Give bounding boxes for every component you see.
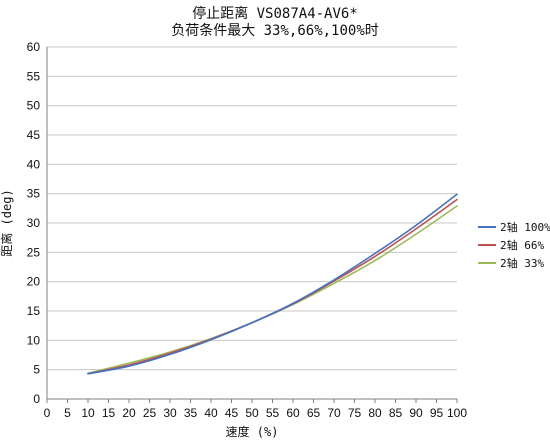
x-tick-label: 100 (447, 406, 467, 420)
legend-label: 2轴 66% (500, 238, 544, 252)
x-tick-label: 20 (122, 406, 136, 420)
legend-label: 2轴 33% (500, 256, 544, 270)
x-tick-label: 10 (81, 406, 95, 420)
y-tick-label: 30 (27, 216, 41, 230)
legend: 2轴 100% 2轴 66% 2轴 33% (478, 220, 550, 270)
y-gridlines (47, 46, 457, 371)
y-tick-label: 15 (27, 304, 41, 318)
x-tick-label: 5 (64, 406, 71, 420)
y-tick-label: 50 (27, 99, 41, 113)
series-line-2 (87, 205, 458, 374)
x-tick-label: 25 (143, 406, 157, 420)
x-tick-label: 85 (389, 406, 403, 420)
x-tick-label: 65 (307, 406, 321, 420)
series-line-1 (87, 198, 458, 375)
x-tick-marks (46, 399, 458, 403)
series-line-0 (87, 193, 458, 375)
x-tick-label: 50 (245, 406, 259, 420)
y-tick-label: 45 (27, 128, 41, 142)
x-tick-label: 15 (102, 406, 116, 420)
x-tick-label: 30 (163, 406, 177, 420)
y-tick-label: 55 (27, 69, 41, 83)
x-tick-label: 35 (184, 406, 198, 420)
x-tick-label: 60 (286, 406, 300, 420)
y-tick-label: 5 (33, 363, 40, 377)
x-axis-label: 速度 (%) (226, 424, 279, 439)
x-tick-label: 95 (430, 406, 444, 420)
y-axis-label: 距离 (deg) (0, 189, 14, 256)
series-lines (87, 193, 458, 375)
x-tick-label: 70 (327, 406, 341, 420)
x-tick-label: 40 (204, 406, 218, 420)
x-tick-label: 80 (368, 406, 382, 420)
y-tick-label: 35 (27, 187, 41, 201)
y-tick-labels: 0 5 10 15 20 25 30 35 40 45 50 55 60 (27, 40, 41, 406)
x-tick-label: 45 (225, 406, 239, 420)
x-tick-labels: 0 5 10 15 20 25 30 35 40 45 50 55 60 65 70 75 80 85 90 95 10… (44, 406, 468, 420)
x-tick-label: 55 (266, 406, 280, 420)
x-tick-label: 90 (409, 406, 423, 420)
y-tick-label: 60 (27, 40, 41, 54)
y-tick-label: 20 (27, 275, 41, 289)
chart-subtitle: 负荷条件最大 33%,66%,100%时 (171, 22, 379, 39)
x-tick-label: 0 (44, 406, 51, 420)
legend-label: 2轴 100% (500, 220, 550, 234)
y-tick-label: 40 (27, 157, 41, 171)
y-tick-label: 10 (27, 333, 41, 347)
y-tick-label: 0 (33, 392, 40, 406)
x-tick-label: 75 (348, 406, 362, 420)
y-tick-label: 25 (27, 245, 41, 259)
chart-title: 停止距离 VS087A4-AV6* (192, 5, 358, 22)
